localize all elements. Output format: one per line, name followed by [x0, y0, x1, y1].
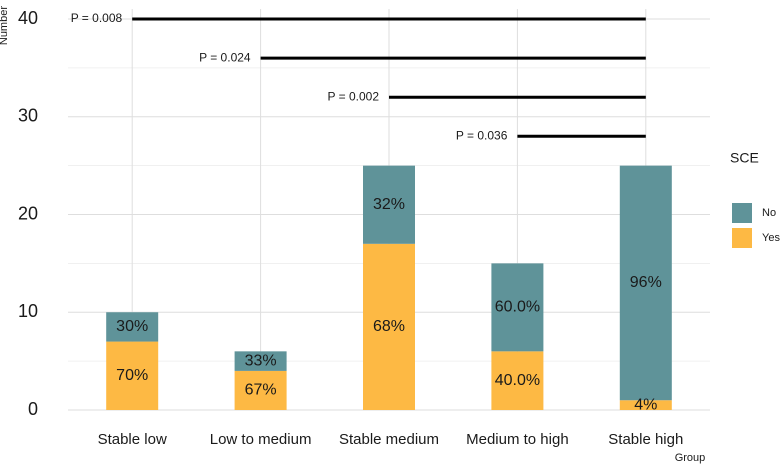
x-tick-label: Stable low [98, 431, 167, 448]
x-tick-label: Stable high [608, 431, 683, 448]
value-label: 33% [245, 352, 277, 369]
value-label: 70% [116, 367, 148, 384]
p-value-label: P = 0.008 [71, 11, 123, 25]
y-tick-label: 10 [18, 301, 38, 321]
x-tick-label: Low to medium [210, 431, 312, 448]
value-label: 67% [245, 382, 277, 399]
legend-label: Yes [762, 232, 780, 244]
legend-label: No [762, 207, 776, 219]
x-axis-title: Group [675, 452, 706, 464]
value-label: 68% [373, 318, 405, 335]
x-tick-label: Stable medium [339, 431, 439, 448]
bar-segment [363, 243, 415, 410]
bar-segment [106, 341, 159, 410]
bar-segment [491, 263, 544, 352]
x-tick-label: Medium to high [466, 431, 569, 448]
value-label: 4% [634, 396, 657, 413]
p-value-label: P = 0.002 [328, 89, 380, 103]
legend-title: SCE [730, 150, 759, 166]
value-label: 96% [630, 274, 662, 291]
legend-swatch [732, 203, 752, 223]
bar-segment [106, 312, 159, 342]
y-axis-title: Number [0, 6, 10, 45]
bar-segment [491, 351, 544, 410]
bar-segment [234, 351, 287, 371]
value-label: 30% [116, 318, 148, 335]
value-label: 40.0% [495, 372, 540, 389]
bar-segment [619, 165, 672, 401]
y-tick-label: 30 [18, 106, 38, 126]
y-tick-label: 20 [18, 203, 38, 223]
p-value-label: P = 0.024 [199, 50, 251, 64]
legend-swatch [732, 228, 752, 248]
value-label: 32% [373, 196, 405, 213]
bar-segment [619, 400, 672, 410]
bar-segment [234, 370, 287, 410]
p-value-label: P = 0.036 [456, 128, 508, 142]
bar-segment [363, 165, 415, 244]
y-tick-label: 40 [18, 8, 38, 28]
value-label: 60.0% [495, 299, 540, 316]
y-tick-label: 0 [28, 399, 38, 419]
